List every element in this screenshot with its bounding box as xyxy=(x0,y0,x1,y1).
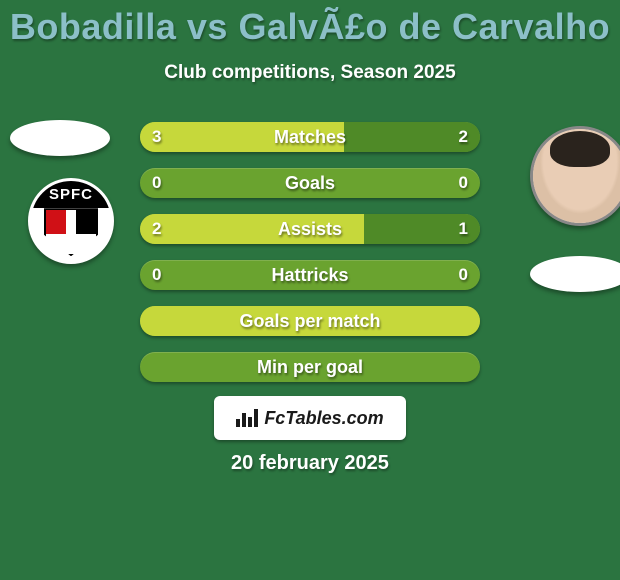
spfc-shield xyxy=(44,208,98,256)
stat-label: Goals xyxy=(140,168,480,198)
club-right-badge xyxy=(530,256,620,292)
spfc-badge: SPFC xyxy=(31,181,111,261)
stat-bar-goals: 0 Goals 0 xyxy=(140,168,480,198)
branding-badge: FcTables.com xyxy=(214,396,406,440)
player-right-avatar xyxy=(530,126,620,226)
stat-value-right: 0 xyxy=(459,168,468,198)
stat-bars: 3 Matches 2 0 Goals 0 2 Assists 1 0 Hatt… xyxy=(140,122,480,398)
stat-label: Min per goal xyxy=(140,352,480,382)
branding-text: FcTables.com xyxy=(264,408,383,429)
spfc-badge-label: SPFC xyxy=(31,181,111,208)
comparison-infographic: Bobadilla vs GalvÃ£o de Carvalho Club co… xyxy=(0,0,620,580)
stat-bar-min-per-goal: Min per goal xyxy=(140,352,480,382)
stat-label: Hattricks xyxy=(140,260,480,290)
stat-label: Goals per match xyxy=(140,306,480,336)
stat-value-right: 1 xyxy=(459,214,468,244)
bar-chart-icon xyxy=(236,409,258,427)
stat-bar-matches: 3 Matches 2 xyxy=(140,122,480,152)
player-right-face xyxy=(533,129,620,223)
stat-value-right: 2 xyxy=(459,122,468,152)
stat-bar-hattricks: 0 Hattricks 0 xyxy=(140,260,480,290)
stat-value-right: 0 xyxy=(459,260,468,290)
stat-bar-goals-per-match: Goals per match xyxy=(140,306,480,336)
player-left-avatar xyxy=(10,120,110,156)
stat-label: Matches xyxy=(140,122,480,152)
date-text: 20 february 2025 xyxy=(0,452,620,475)
club-left-badge: SPFC xyxy=(28,178,114,264)
stat-bar-assists: 2 Assists 1 xyxy=(140,214,480,244)
subtitle: Club competitions, Season 2025 xyxy=(0,62,620,84)
stat-label: Assists xyxy=(140,214,480,244)
page-title: Bobadilla vs GalvÃ£o de Carvalho xyxy=(0,0,620,48)
